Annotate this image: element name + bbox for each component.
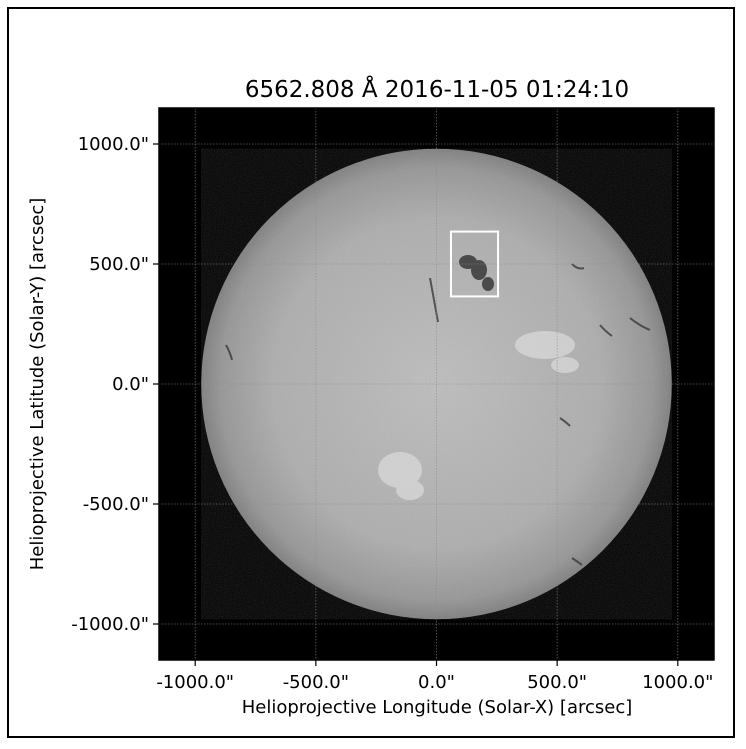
filament — [559, 417, 571, 427]
x-tick-label: 1000.0" — [642, 672, 713, 693]
plage-region — [515, 331, 575, 359]
x-axis-ticks: -1000.0" -500.0" 0.0" 500.0" 1000.0" — [156, 660, 713, 693]
y-axis-ticks: 1000.0" 500.0" 0.0" -500.0" -1000.0" — [71, 134, 159, 635]
filament — [629, 317, 651, 331]
plage-region — [551, 357, 579, 373]
plage-region — [396, 480, 424, 500]
sunspot — [482, 277, 494, 291]
x-tick-label: -500.0" — [283, 672, 349, 693]
x-tick-label: 500.0" — [527, 672, 587, 693]
chart-title: 6562.808 Å 2016-11-05 01:24:10 — [245, 75, 629, 103]
y-tick-label: 0.0" — [112, 374, 149, 395]
filament — [571, 557, 583, 566]
filament — [225, 344, 233, 361]
active-region-box — [449, 230, 500, 298]
plage-region — [378, 452, 422, 488]
y-axis-label: Helioprojective Latitude (Solar-Y) [arcs… — [27, 198, 48, 571]
active-region — [459, 255, 494, 291]
y-tick-label: -500.0" — [83, 494, 149, 515]
y-tick-label: 500.0" — [89, 254, 149, 275]
x-axis-label: Helioprojective Longitude (Solar-X) [arc… — [242, 697, 633, 718]
y-tick-label: 1000.0" — [78, 134, 149, 155]
plage-regions — [378, 331, 579, 500]
y-gridlines — [159, 143, 714, 625]
filament — [571, 263, 585, 270]
filament — [599, 324, 613, 337]
filaments — [225, 263, 651, 566]
sunspot — [471, 260, 487, 280]
filament — [429, 277, 439, 323]
y-tick-label: -1000.0" — [71, 614, 149, 635]
x-tick-label: -1000.0" — [156, 672, 234, 693]
x-tick-label: 0.0" — [418, 672, 455, 693]
